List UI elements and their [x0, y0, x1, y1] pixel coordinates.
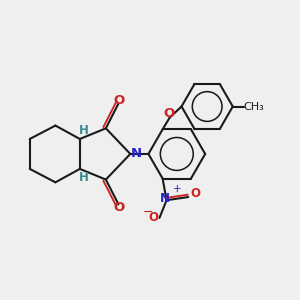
- Text: N: N: [131, 147, 142, 161]
- Text: CH₃: CH₃: [243, 101, 264, 112]
- Text: O: O: [163, 107, 175, 120]
- Text: H: H: [79, 124, 89, 137]
- Text: −: −: [142, 206, 153, 219]
- Text: H: H: [79, 171, 89, 184]
- Text: O: O: [148, 212, 158, 224]
- Text: N: N: [160, 192, 170, 205]
- Text: +: +: [173, 184, 182, 194]
- Text: O: O: [190, 187, 200, 200]
- Text: O: O: [114, 94, 125, 107]
- Text: O: O: [114, 201, 125, 214]
